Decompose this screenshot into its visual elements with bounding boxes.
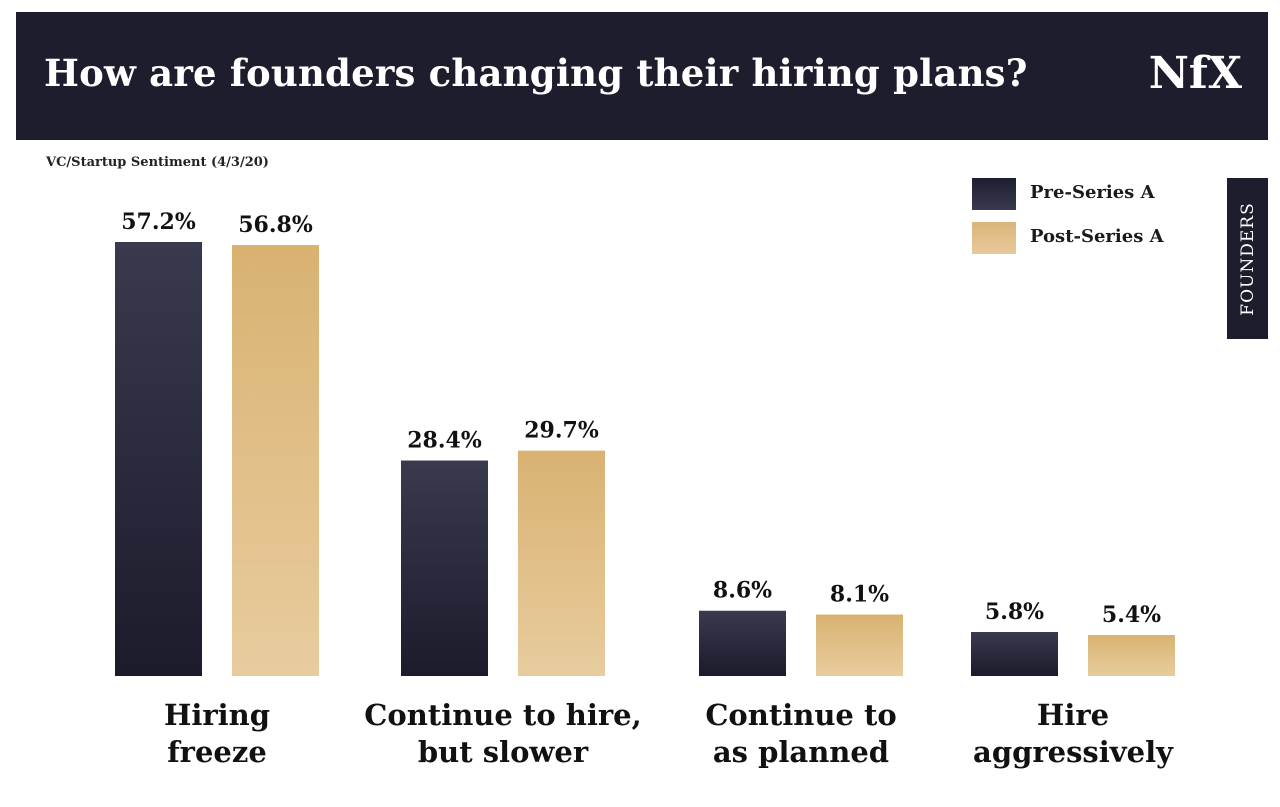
data-label-pre-series-a-2: 8.6% <box>713 578 772 604</box>
category-label-line: Hire <box>1036 698 1110 732</box>
category-label-line: Hiring <box>163 698 271 732</box>
legend-swatch-post-series-a <box>972 222 1016 254</box>
data-label-pre-series-a-3: 5.8% <box>985 599 1044 625</box>
category-label-3: Hire aggressively <box>923 697 1223 771</box>
category-label-1: Continue to hire, but slower <box>353 697 653 771</box>
data-label-post-series-a-2: 8.1% <box>830 582 889 608</box>
category-label-0: Hiring freeze <box>67 697 367 771</box>
category-label-line: freeze <box>167 735 267 769</box>
bar-post-series-a-1 <box>518 450 605 676</box>
data-label-post-series-a-0: 56.8% <box>238 212 313 238</box>
data-label-post-series-a-1: 29.7% <box>524 418 599 444</box>
data-label-pre-series-a-0: 57.2% <box>121 209 196 235</box>
category-label-line: aggressively <box>973 735 1173 769</box>
category-label-line: but slower <box>417 735 589 769</box>
bar-pre-series-a-0 <box>115 242 202 676</box>
legend-label-post-series-a: Post-Series A <box>1030 226 1164 247</box>
page-title: How are founders changing their hiring p… <box>44 51 1028 95</box>
founders-side-tab: FOUNDERS <box>1227 178 1268 339</box>
bar-pre-series-a-3 <box>971 631 1058 676</box>
category-label-line: Continue to <box>705 698 897 732</box>
chart-subtitle: VC/Startup Sentiment (4/3/20) <box>46 155 269 170</box>
category-label-2: Continue to as planned <box>651 697 951 771</box>
nfx-logo: NfX <box>1148 48 1242 99</box>
bar-post-series-a-3 <box>1088 635 1175 676</box>
bar-post-series-a-0 <box>232 245 319 676</box>
category-label-line: as planned <box>712 735 890 769</box>
header-banner: How are founders changing their hiring p… <box>16 12 1268 140</box>
data-label-pre-series-a-1: 28.4% <box>407 428 482 454</box>
bar-pre-series-a-2 <box>699 610 786 676</box>
legend-swatch-pre-series-a <box>972 178 1016 210</box>
legend-label-pre-series-a: Pre-Series A <box>1030 182 1155 203</box>
bar-pre-series-a-1 <box>401 460 488 676</box>
data-label-post-series-a-3: 5.4% <box>1102 602 1161 628</box>
category-label-line: Continue to hire, <box>364 698 642 732</box>
bar-post-series-a-2 <box>816 614 903 676</box>
